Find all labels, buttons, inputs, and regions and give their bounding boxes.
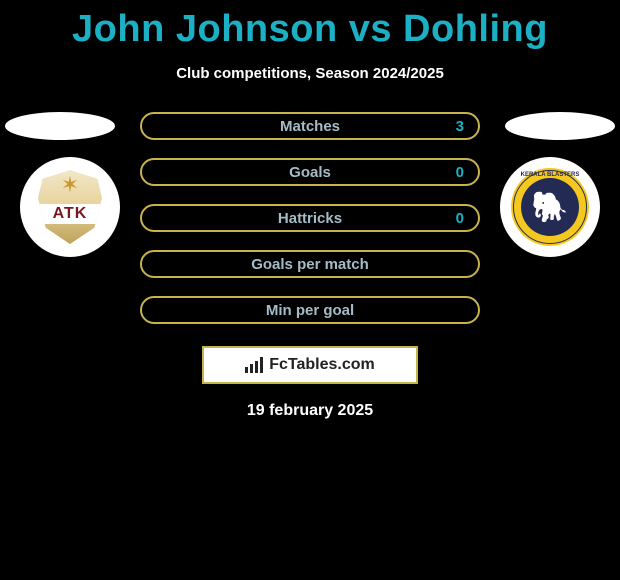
subtitle: Club competitions, Season 2024/2025 xyxy=(0,65,620,82)
stat-label: Goals per match xyxy=(251,256,369,273)
atk-crest-icon xyxy=(38,170,102,244)
left-team-badge xyxy=(20,157,120,257)
comparison-stage: KERALA BLASTERS Matches 3 Goals 0 Hattri… xyxy=(0,112,620,324)
stat-label: Goals xyxy=(289,164,331,181)
page-title: John Johnson vs Dohling xyxy=(0,0,620,51)
stat-label: Min per goal xyxy=(266,302,354,319)
date-text: 19 february 2025 xyxy=(0,402,620,420)
stat-label: Hattricks xyxy=(278,210,342,227)
stat-value-right: 0 xyxy=(456,164,464,181)
right-team-badge: KERALA BLASTERS xyxy=(500,157,600,257)
stat-pill-goals: Goals 0 xyxy=(140,158,480,186)
brand-attribution: FcTables.com xyxy=(202,346,418,384)
brand-text: FcTables.com xyxy=(269,356,375,374)
bars-icon xyxy=(245,357,263,373)
stat-pill-goals-per-match: Goals per match xyxy=(140,250,480,278)
kerala-ring-text: KERALA BLASTERS xyxy=(513,170,587,244)
left-platform-ellipse xyxy=(5,112,115,140)
stat-pill-min-per-goal: Min per goal xyxy=(140,296,480,324)
stat-value-right: 3 xyxy=(456,118,464,135)
stat-value-right: 0 xyxy=(456,210,464,227)
right-platform-ellipse xyxy=(505,112,615,140)
stat-pill-hattricks: Hattricks 0 xyxy=(140,204,480,232)
kerala-crest-icon: KERALA BLASTERS xyxy=(511,168,589,246)
stat-label: Matches xyxy=(280,118,340,135)
stat-pill-matches: Matches 3 xyxy=(140,112,480,140)
